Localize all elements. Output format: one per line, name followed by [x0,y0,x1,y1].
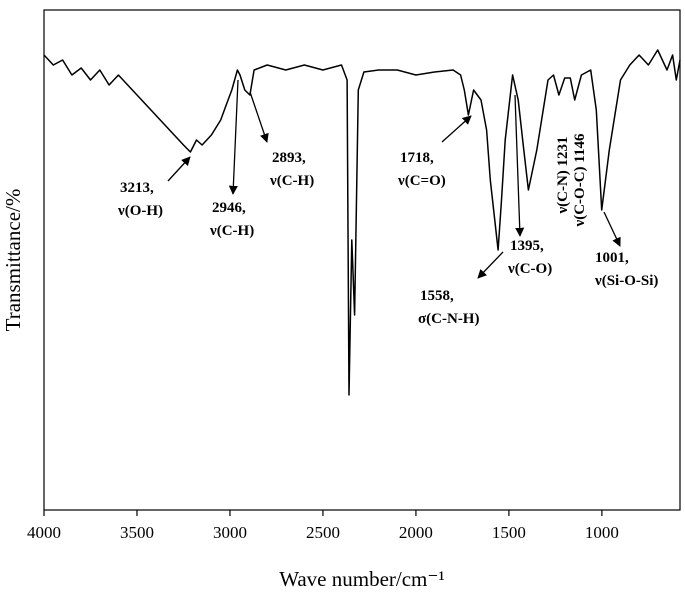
x-tick-label: 1500 [492,523,526,542]
annotation: 1558, [420,288,454,304]
annotation: 1718, [400,150,434,166]
annotation: 2946, [212,200,246,216]
annotation: ν(C-O) [507,261,552,277]
annotation: ν(C-H) [209,223,254,239]
annotation: ν(C-O-C) 1146 [572,133,588,227]
annotation: ν(C-N) 1231 [555,136,571,214]
x-tick-label: 2000 [399,523,433,542]
annotation: ν(O-H) [117,203,163,219]
x-tick-label: 2500 [306,523,340,542]
x-axis-label: Wave number/cm⁻¹ [279,567,445,591]
annotation: σ(C-N-H) [418,311,479,327]
x-tick-label: 3500 [120,523,154,542]
annotation: ν(C-H) [269,173,314,189]
annotation: 2893, [272,150,306,166]
annotation: ν(C=O) [397,173,446,189]
annotation: 1001, [595,250,629,266]
plot-frame [43,9,681,511]
x-tick-label: 4000 [27,523,61,542]
annotation: ν(Si-O-Si) [594,273,658,289]
arrows [167,79,621,279]
annotation: 3213, [120,180,154,196]
x-tick-label: 1000 [585,523,619,542]
annotation: 1395, [510,238,544,254]
x-tick-label: 3000 [213,523,247,542]
y-axis-label: Transmittance/% [1,189,25,332]
spectrum-line [43,49,681,396]
